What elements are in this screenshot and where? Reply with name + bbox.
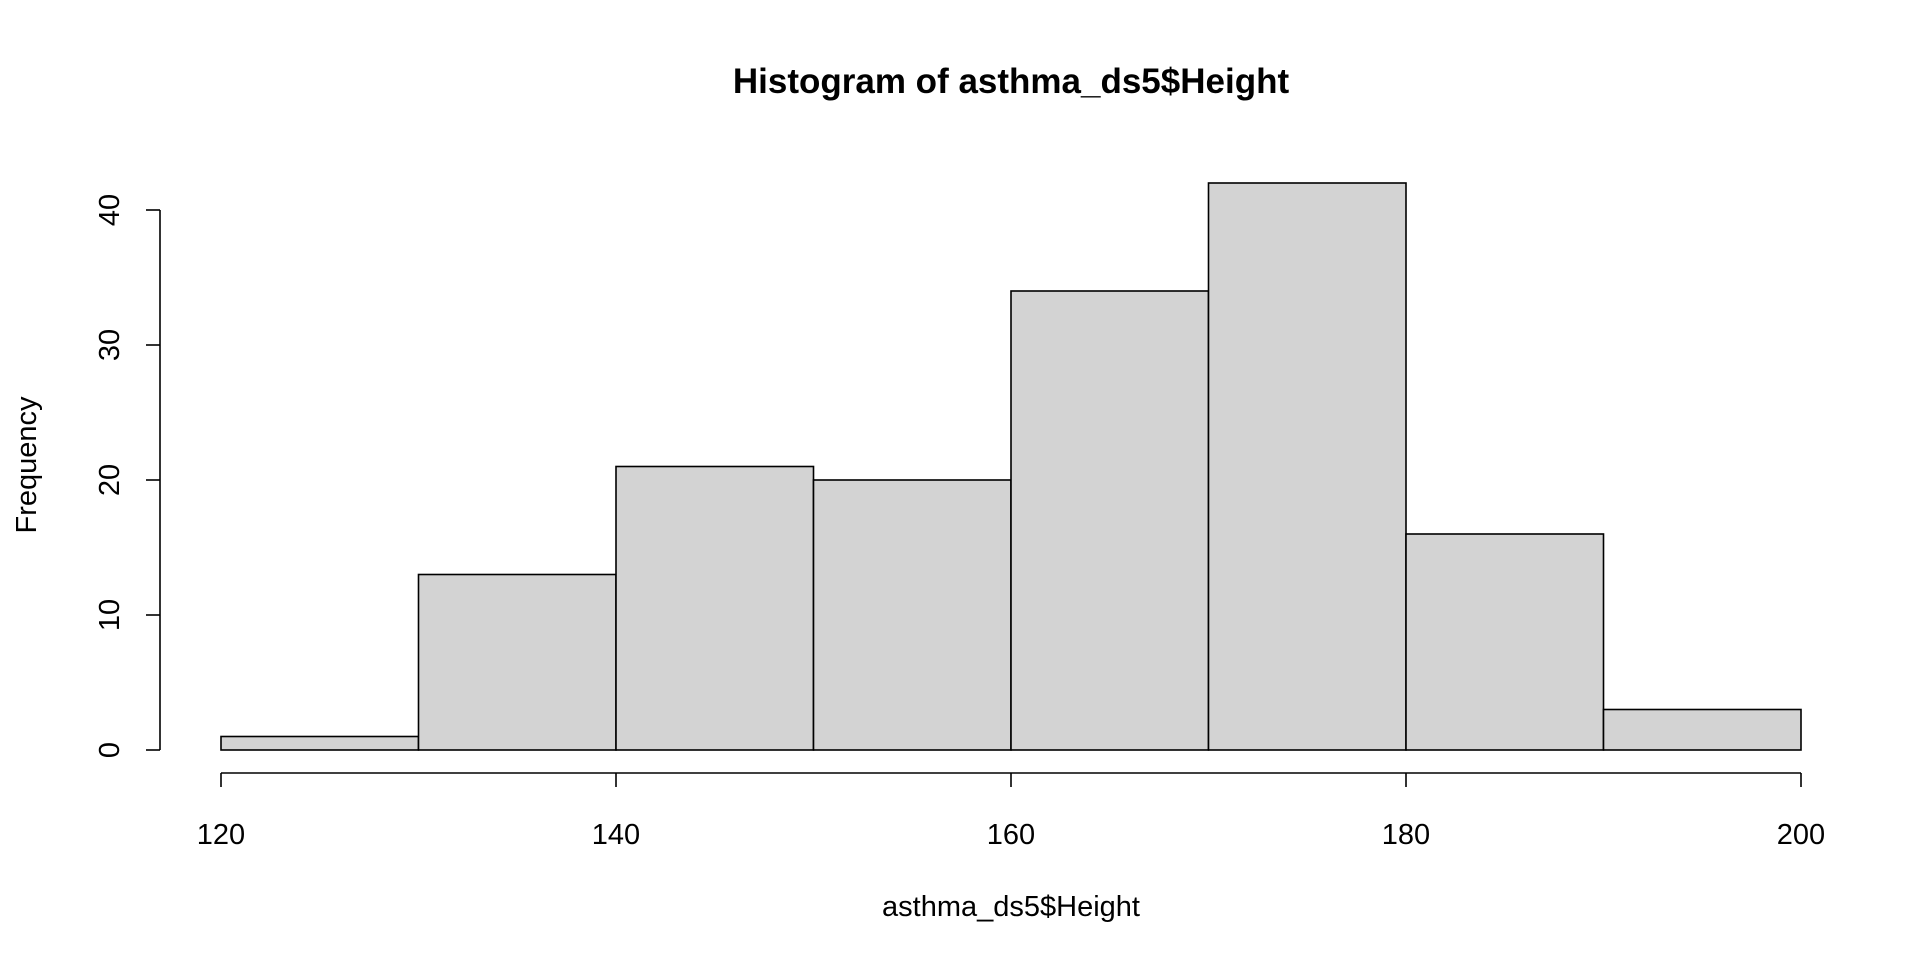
histogram-bar-2 — [417, 573, 617, 751]
y-tick-label-1: 0 — [94, 742, 126, 758]
histogram-bars — [220, 182, 1802, 751]
y-tick-label-5: 40 — [94, 194, 126, 226]
y-axis-label: Frequency — [11, 396, 43, 534]
histogram-bar-6 — [1207, 182, 1407, 751]
x-tick-label-2: 140 — [592, 819, 640, 851]
histogram-bar-8 — [1602, 708, 1802, 751]
chart-title: Histogram of asthma_ds5$Height — [733, 62, 1290, 101]
histogram-bar-4 — [812, 479, 1012, 751]
x-tick-label-1: 120 — [197, 819, 245, 851]
y-axis: 0 10 20 30 40 — [94, 194, 161, 758]
x-tick-label-5: 200 — [1777, 819, 1825, 851]
x-tick-label-4: 180 — [1382, 819, 1430, 851]
histogram-bar-5 — [1010, 290, 1210, 751]
y-tick-label-4: 30 — [94, 329, 126, 361]
x-axis: 120 140 160 180 200 — [197, 772, 1825, 851]
y-tick-label-2: 10 — [94, 599, 126, 631]
histogram-bar-1 — [220, 735, 420, 751]
x-tick-label-3: 160 — [987, 819, 1035, 851]
histogram-bar-3 — [615, 465, 815, 751]
y-tick-label-3: 20 — [94, 464, 126, 496]
x-axis-label: asthma_ds5$Height — [882, 891, 1140, 923]
histogram-bar-7 — [1405, 533, 1605, 751]
